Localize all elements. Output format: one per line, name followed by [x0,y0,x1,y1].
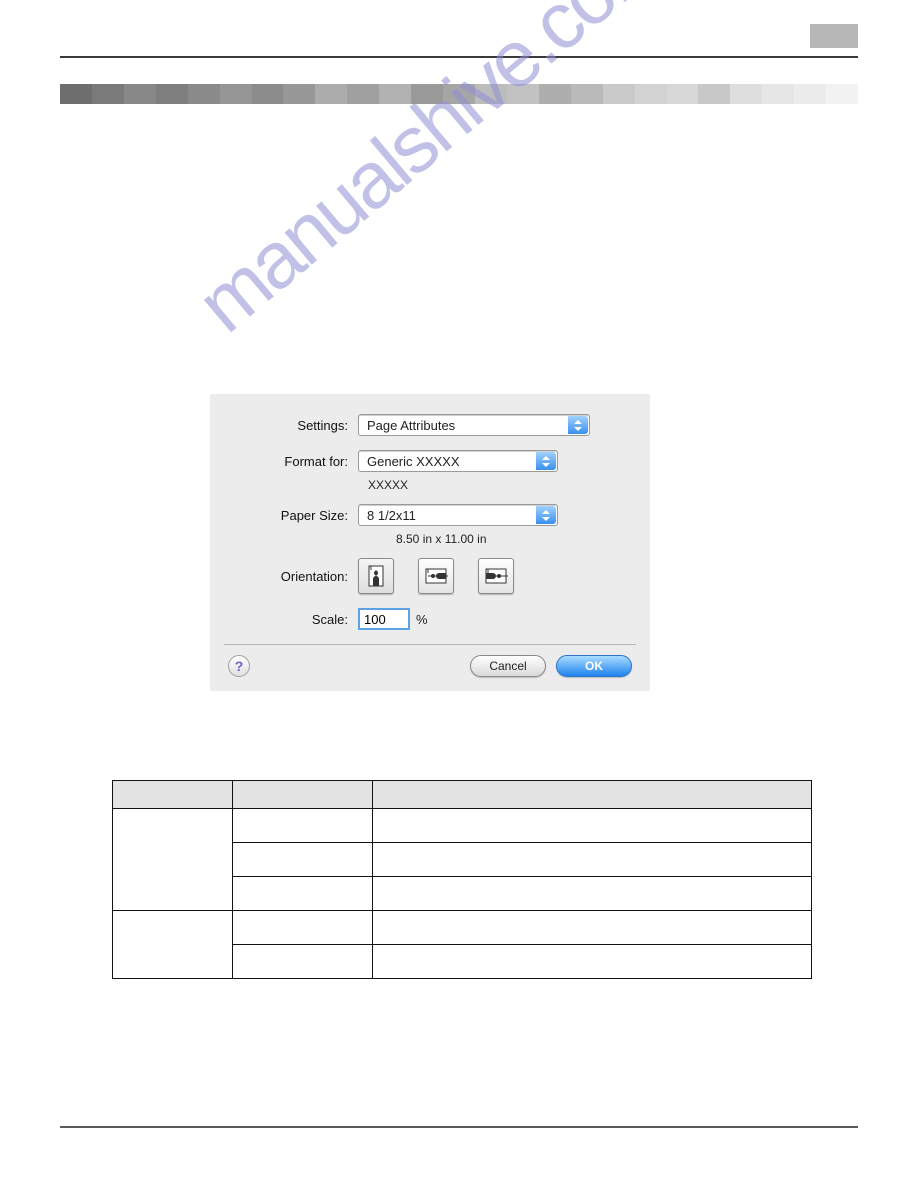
table-cell [373,877,812,911]
header-rule [60,56,858,58]
orientation-portrait-button[interactable] [358,558,394,594]
table-row [113,809,812,843]
cancel-button-label: Cancel [489,659,526,673]
table-cell [373,945,812,979]
table-cell [373,911,812,945]
select-arrows-icon [536,452,556,470]
table-cell [233,945,373,979]
table-cell [233,843,373,877]
orientation-label: Orientation: [228,569,358,584]
page-setup-dialog: Settings: Page Attributes Format for: Ge… [210,394,650,691]
watermark-text: manualshive.com [180,0,682,350]
paper-size-select-value: 8 1/2x11 [367,508,416,523]
help-icon: ? [235,658,244,674]
table-cell [113,809,233,911]
paper-size-select[interactable]: 8 1/2x11 [358,504,558,526]
paper-size-row: Paper Size: 8 1/2x11 [228,504,632,526]
paper-size-label: Paper Size: [228,508,358,523]
select-arrows-icon [568,416,588,434]
footer-rule [60,1126,858,1128]
table-header-row [113,781,812,809]
gradient-bar [60,84,858,104]
paper-size-subtext: 8.50 in x 11.00 in [396,532,632,546]
ok-button[interactable]: OK [556,655,632,677]
table-cell [373,809,812,843]
format-for-select-value: Generic XXXXX [367,454,460,469]
scale-label: Scale: [228,612,358,627]
settings-label: Settings: [228,418,358,433]
format-for-select[interactable]: Generic XXXXX [358,450,558,472]
table-header-cell [373,781,812,809]
ok-button-label: OK [585,659,603,673]
format-for-subtext: XXXXX [368,478,632,492]
settings-select-value: Page Attributes [367,418,455,433]
format-for-label: Format for: [228,454,358,469]
table-cell [233,809,373,843]
settings-select[interactable]: Page Attributes [358,414,590,436]
table-row [113,911,812,945]
settings-row: Settings: Page Attributes [228,414,632,436]
table-cell [113,911,233,979]
scale-input[interactable] [358,608,410,630]
orientation-row: Orientation: [228,558,632,594]
orientation-landscape-left-button[interactable] [418,558,454,594]
scale-percent: % [416,612,428,627]
scale-row: Scale: % [228,608,632,630]
table-cell [373,843,812,877]
format-for-row: Format for: Generic XXXXX [228,450,632,472]
table-cell [233,877,373,911]
orientation-landscape-right-button[interactable] [478,558,514,594]
description-table [112,780,812,979]
select-arrows-icon [536,506,556,524]
help-button[interactable]: ? [228,655,250,677]
table-header-cell [233,781,373,809]
table-header-cell [113,781,233,809]
dialog-separator [224,644,636,645]
table-cell [233,911,373,945]
header-page-box [810,24,858,48]
cancel-button[interactable]: Cancel [470,655,546,677]
